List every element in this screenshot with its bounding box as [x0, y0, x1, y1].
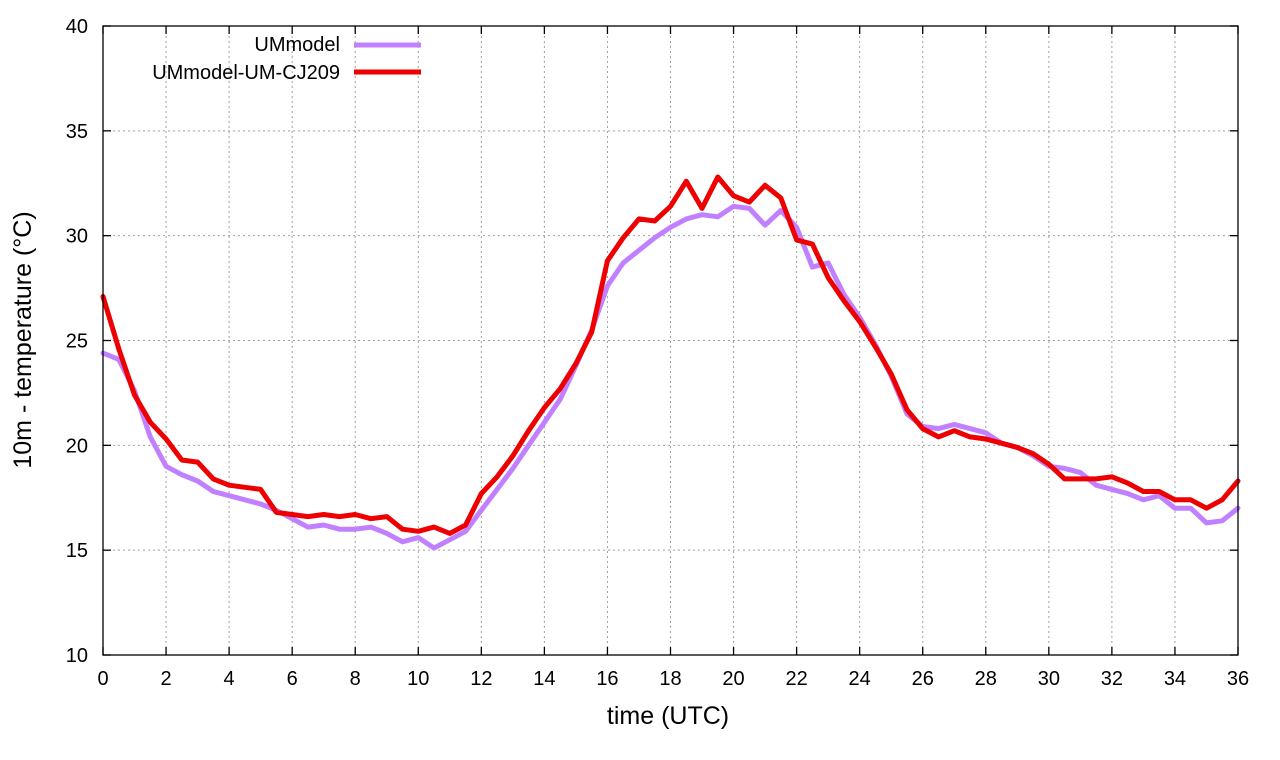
x-tick-label: 14 — [533, 668, 555, 690]
y-tick-label: 30 — [66, 226, 88, 248]
x-tick-label: 22 — [785, 668, 807, 690]
series-lines — [100, 174, 1241, 551]
x-tick-label: 8 — [350, 668, 361, 690]
y-tick-label: 25 — [66, 331, 88, 353]
y-tick-label: 15 — [66, 540, 88, 562]
x-tick-label: 18 — [659, 668, 681, 690]
legend-label-ummodel: UMmodel — [254, 34, 340, 56]
x-tick-label: 0 — [97, 668, 108, 690]
x-tick-label: 10 — [407, 668, 429, 690]
x-tick-label: 16 — [596, 668, 618, 690]
x-axis-title: time (UTC) — [607, 702, 729, 730]
x-tick-label: 28 — [975, 668, 997, 690]
x-tick-label: 36 — [1227, 668, 1249, 690]
series-line-ummodel-um-cj209 — [100, 174, 1241, 536]
x-tick-label: 30 — [1038, 668, 1060, 690]
y-tick-label: 10 — [66, 645, 88, 667]
x-tick-label: 2 — [160, 668, 171, 690]
y-tick-label: 20 — [66, 435, 88, 457]
x-tick-label: 6 — [287, 668, 298, 690]
legend-label-ummodel-um-cj209: UMmodel-UM-CJ209 — [152, 62, 340, 84]
legend: UMmodel UMmodel-UM-CJ209 — [152, 34, 421, 84]
x-tick-label: 32 — [1101, 668, 1123, 690]
axis-ticks — [102, 25, 1239, 656]
grid — [103, 26, 1238, 655]
tick-labels: 0 2 4 6 8 10 12 14 16 18 20 22 24 26 28 30 32 34 361015202… — [66, 16, 1249, 690]
y-tick-label: 40 — [66, 16, 88, 38]
x-tick-label: 24 — [849, 668, 871, 690]
x-tick-label: 20 — [722, 668, 744, 690]
x-tick-label: 34 — [1164, 668, 1186, 690]
x-tick-label: 12 — [470, 668, 492, 690]
y-axis-title: 10m - temperature (°C) — [9, 211, 37, 468]
y-tick-label: 35 — [66, 121, 88, 143]
x-tick-label: 26 — [912, 668, 934, 690]
x-tick-label: 4 — [224, 668, 235, 690]
